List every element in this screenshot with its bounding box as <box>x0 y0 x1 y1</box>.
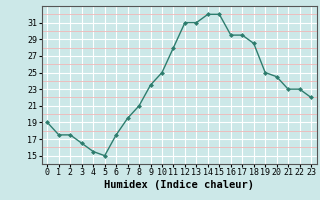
X-axis label: Humidex (Indice chaleur): Humidex (Indice chaleur) <box>104 180 254 190</box>
